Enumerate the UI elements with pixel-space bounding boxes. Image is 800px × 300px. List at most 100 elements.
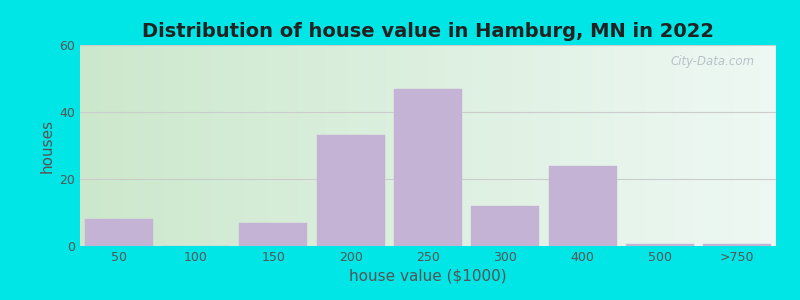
Bar [326, 45, 328, 246]
Bar [189, 45, 191, 246]
Bar [173, 45, 175, 246]
Bar [762, 45, 764, 246]
Bar [604, 45, 606, 246]
Bar [110, 45, 113, 246]
Bar [570, 45, 572, 246]
Bar [505, 45, 507, 246]
Bar [219, 45, 222, 246]
Bar [667, 45, 670, 246]
Bar [627, 45, 630, 246]
Bar [340, 45, 342, 246]
Bar [533, 45, 534, 246]
Bar [435, 45, 438, 246]
Bar [298, 45, 300, 246]
Bar [462, 45, 465, 246]
Bar [511, 45, 514, 246]
Bar [730, 45, 732, 246]
Bar [279, 45, 282, 246]
Bar [310, 45, 312, 246]
Bar [126, 45, 129, 246]
Bar [402, 45, 405, 246]
Bar [194, 45, 196, 246]
Bar [108, 45, 110, 246]
Bar [681, 45, 683, 246]
Bar [502, 45, 505, 246]
Bar [467, 45, 470, 246]
Bar [616, 45, 618, 246]
Bar [138, 45, 140, 246]
Bar [674, 45, 676, 246]
Bar [530, 45, 533, 246]
Bar [555, 45, 558, 246]
Bar [507, 45, 509, 246]
Bar [261, 45, 263, 246]
Bar [495, 45, 498, 246]
Bar [113, 45, 115, 246]
Bar [498, 45, 500, 246]
Bar [207, 45, 210, 246]
Bar [394, 88, 462, 246]
Bar [521, 45, 523, 246]
Bar [534, 45, 537, 246]
Bar [526, 45, 528, 246]
Bar [191, 45, 194, 246]
Bar [655, 45, 658, 246]
Bar [683, 45, 686, 246]
Bar [307, 45, 310, 246]
Bar [159, 45, 161, 246]
Bar [268, 45, 270, 246]
Bar [758, 45, 760, 246]
Bar [379, 45, 382, 246]
Bar [549, 45, 551, 246]
Bar [196, 45, 198, 246]
Bar [493, 45, 495, 246]
Bar [175, 45, 178, 246]
Bar [658, 45, 660, 246]
Bar [414, 45, 416, 246]
Bar [349, 45, 351, 246]
Bar [252, 45, 254, 246]
Bar [217, 45, 219, 246]
Bar [270, 45, 273, 246]
Bar [588, 45, 590, 246]
Bar [361, 45, 363, 246]
Bar [180, 45, 182, 246]
Bar [323, 45, 326, 246]
Bar [157, 45, 159, 246]
Bar [382, 45, 384, 246]
Bar [245, 45, 247, 246]
Bar [229, 45, 230, 246]
Bar [170, 45, 173, 246]
Bar [456, 45, 458, 246]
Bar [484, 45, 486, 246]
Bar [131, 45, 134, 246]
Bar [206, 45, 207, 246]
Bar [769, 45, 771, 246]
Bar [554, 45, 555, 246]
Bar [101, 45, 103, 246]
Bar [523, 45, 526, 246]
Bar [294, 45, 296, 246]
Bar [338, 45, 340, 246]
Bar [702, 45, 704, 246]
Bar [583, 45, 586, 246]
Bar [722, 45, 725, 246]
Bar [686, 45, 688, 246]
Bar [354, 45, 356, 246]
Bar [690, 45, 693, 246]
Bar [85, 219, 153, 246]
Bar [273, 45, 275, 246]
Bar [317, 45, 319, 246]
Bar [711, 45, 714, 246]
Bar [389, 45, 391, 246]
Bar [426, 45, 428, 246]
Bar [186, 45, 189, 246]
Bar [600, 45, 602, 246]
Bar [516, 45, 518, 246]
Bar [644, 45, 646, 246]
Bar [282, 45, 284, 246]
Bar [764, 45, 766, 246]
Bar [182, 45, 184, 246]
Bar [438, 45, 440, 246]
Bar [418, 45, 421, 246]
